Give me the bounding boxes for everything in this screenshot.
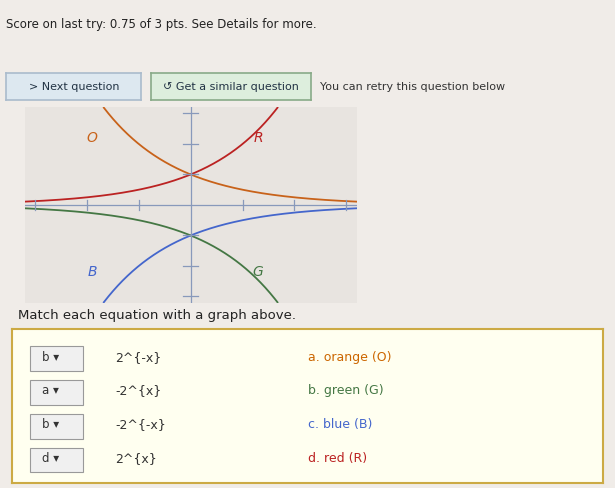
- Text: -2^{-x}: -2^{-x}: [116, 418, 167, 431]
- Text: R: R: [253, 131, 263, 145]
- Text: d ▾: d ▾: [42, 452, 59, 465]
- FancyBboxPatch shape: [30, 380, 83, 405]
- Text: c. blue (B): c. blue (B): [308, 418, 372, 431]
- FancyBboxPatch shape: [30, 414, 83, 439]
- Text: b ▾: b ▾: [42, 350, 59, 364]
- Text: a ▾: a ▾: [42, 385, 59, 397]
- Text: b. green (G): b. green (G): [308, 385, 383, 397]
- Text: > Next question: > Next question: [28, 81, 119, 92]
- Text: Match each equation with a graph above.: Match each equation with a graph above.: [18, 309, 296, 323]
- Text: d. red (R): d. red (R): [308, 452, 367, 465]
- Text: ↺ Get a similar question: ↺ Get a similar question: [163, 81, 298, 92]
- Text: You can retry this question below: You can retry this question below: [320, 81, 505, 92]
- Text: -2^{x}: -2^{x}: [116, 385, 162, 397]
- Text: a. orange (O): a. orange (O): [308, 350, 391, 364]
- FancyBboxPatch shape: [30, 448, 83, 472]
- Text: O: O: [87, 131, 98, 145]
- Text: B: B: [87, 265, 97, 279]
- Text: Score on last try: 0.75 of 3 pts. See Details for more.: Score on last try: 0.75 of 3 pts. See De…: [6, 18, 317, 31]
- Text: b ▾: b ▾: [42, 418, 59, 431]
- Text: 2^{x}: 2^{x}: [116, 452, 157, 465]
- Text: G: G: [253, 265, 263, 279]
- Text: 2^{-x}: 2^{-x}: [116, 350, 162, 364]
- FancyBboxPatch shape: [30, 346, 83, 371]
